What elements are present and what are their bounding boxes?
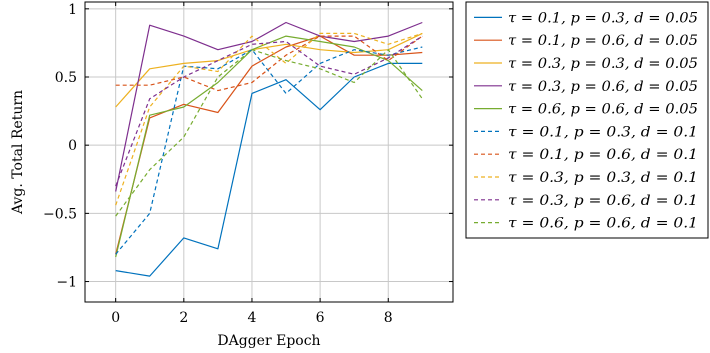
x-axis-label: DAgger Epoch <box>217 333 320 349</box>
series-lines <box>115 21 423 277</box>
series-line-10 <box>115 49 423 217</box>
x-tick-label: 4 <box>248 310 257 326</box>
legend-entry-1: τ = 0.1, p = 0.3, d = 0.05 <box>508 10 698 26</box>
series-line-3 <box>115 32 423 108</box>
legend-entry-7: τ = 0.1, p = 0.6, d = 0.1 <box>508 147 698 163</box>
legend-entry-10: τ = 0.6, p = 0.6, d = 0.1 <box>508 216 698 232</box>
legend-box <box>465 1 709 239</box>
y-axis-label: Avg. Total Return <box>10 90 26 215</box>
legend-entry-9: τ = 0.3, p = 0.6, d = 0.1 <box>508 193 698 209</box>
grid-lines <box>85 2 453 302</box>
y-tick-label: −1 <box>56 275 77 291</box>
series-line-8 <box>115 32 423 206</box>
legend-entry-4: τ = 0.3, p = 0.6, d = 0.05 <box>508 79 698 95</box>
x-tick-label: 0 <box>111 310 120 326</box>
series-line-1 <box>115 62 423 277</box>
series-line-4 <box>115 21 423 192</box>
axis-ticks: 0 2 4 6 8 −1 −0.5 0 0.5 1 <box>43 2 453 326</box>
x-tick-label: 6 <box>316 310 325 326</box>
legend-entry-6: τ = 0.1, p = 0.3, d = 0.1 <box>508 124 698 140</box>
plot-frame <box>84 1 454 303</box>
legend-entry-5: τ = 0.6, p = 0.6, d = 0.05 <box>508 102 698 118</box>
series-line-6 <box>115 46 423 255</box>
legend-entry-2: τ = 0.1, p = 0.6, d = 0.05 <box>508 33 698 49</box>
legend: τ = 0.1, p = 0.3, d = 0.05 τ = 0.1, p = 0… <box>465 1 709 239</box>
series-line-9 <box>115 35 423 187</box>
x-tick-label: 8 <box>384 310 393 326</box>
y-tick-label: −0.5 <box>43 206 77 222</box>
legend-entry-8: τ = 0.3, p = 0.3, d = 0.1 <box>508 170 698 186</box>
series-line-7 <box>115 35 423 92</box>
y-tick-label: 0 <box>68 138 77 154</box>
y-tick-label: 1 <box>68 2 77 18</box>
y-tick-label: 0.5 <box>55 70 77 86</box>
x-tick-label: 2 <box>179 310 188 326</box>
legend-entry-3: τ = 0.3, p = 0.3, d = 0.05 <box>508 56 698 72</box>
